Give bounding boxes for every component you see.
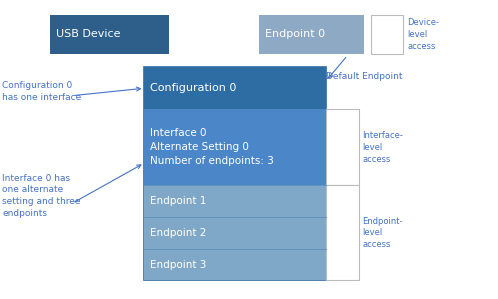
Bar [259,15,364,54]
Text: Endpoint 2: Endpoint 2 [150,228,207,238]
Text: Device-
level
access: Device- level access [407,18,439,51]
Bar [144,249,326,280]
Bar [50,15,169,54]
Text: Configuration 0: Configuration 0 [150,83,237,93]
Text: Endpoint 1: Endpoint 1 [150,196,207,206]
Text: Interface 0 has
one alternate
setting and three
endpoints: Interface 0 has one alternate setting an… [2,174,81,218]
Text: Interface 0
Alternate Setting 0
Number of endpoints: 3: Interface 0 Alternate Setting 0 Number o… [150,128,274,166]
Text: USB Device: USB Device [56,29,121,39]
Bar [371,15,403,54]
Text: Default Endpoint: Default Endpoint [326,72,403,81]
Bar [144,217,326,249]
Text: Endpoint 3: Endpoint 3 [150,260,207,270]
Text: Endpoint-
level
access: Endpoint- level access [363,216,403,249]
Bar [144,109,326,185]
Bar [326,185,359,280]
Text: Endpoint 0: Endpoint 0 [265,29,325,39]
Bar [144,67,326,280]
Bar [144,185,326,217]
Text: Configuration 0
has one interface: Configuration 0 has one interface [2,81,82,102]
Bar [326,109,359,185]
Bar [144,67,326,109]
Text: Interface-
level
access: Interface- level access [363,131,403,164]
